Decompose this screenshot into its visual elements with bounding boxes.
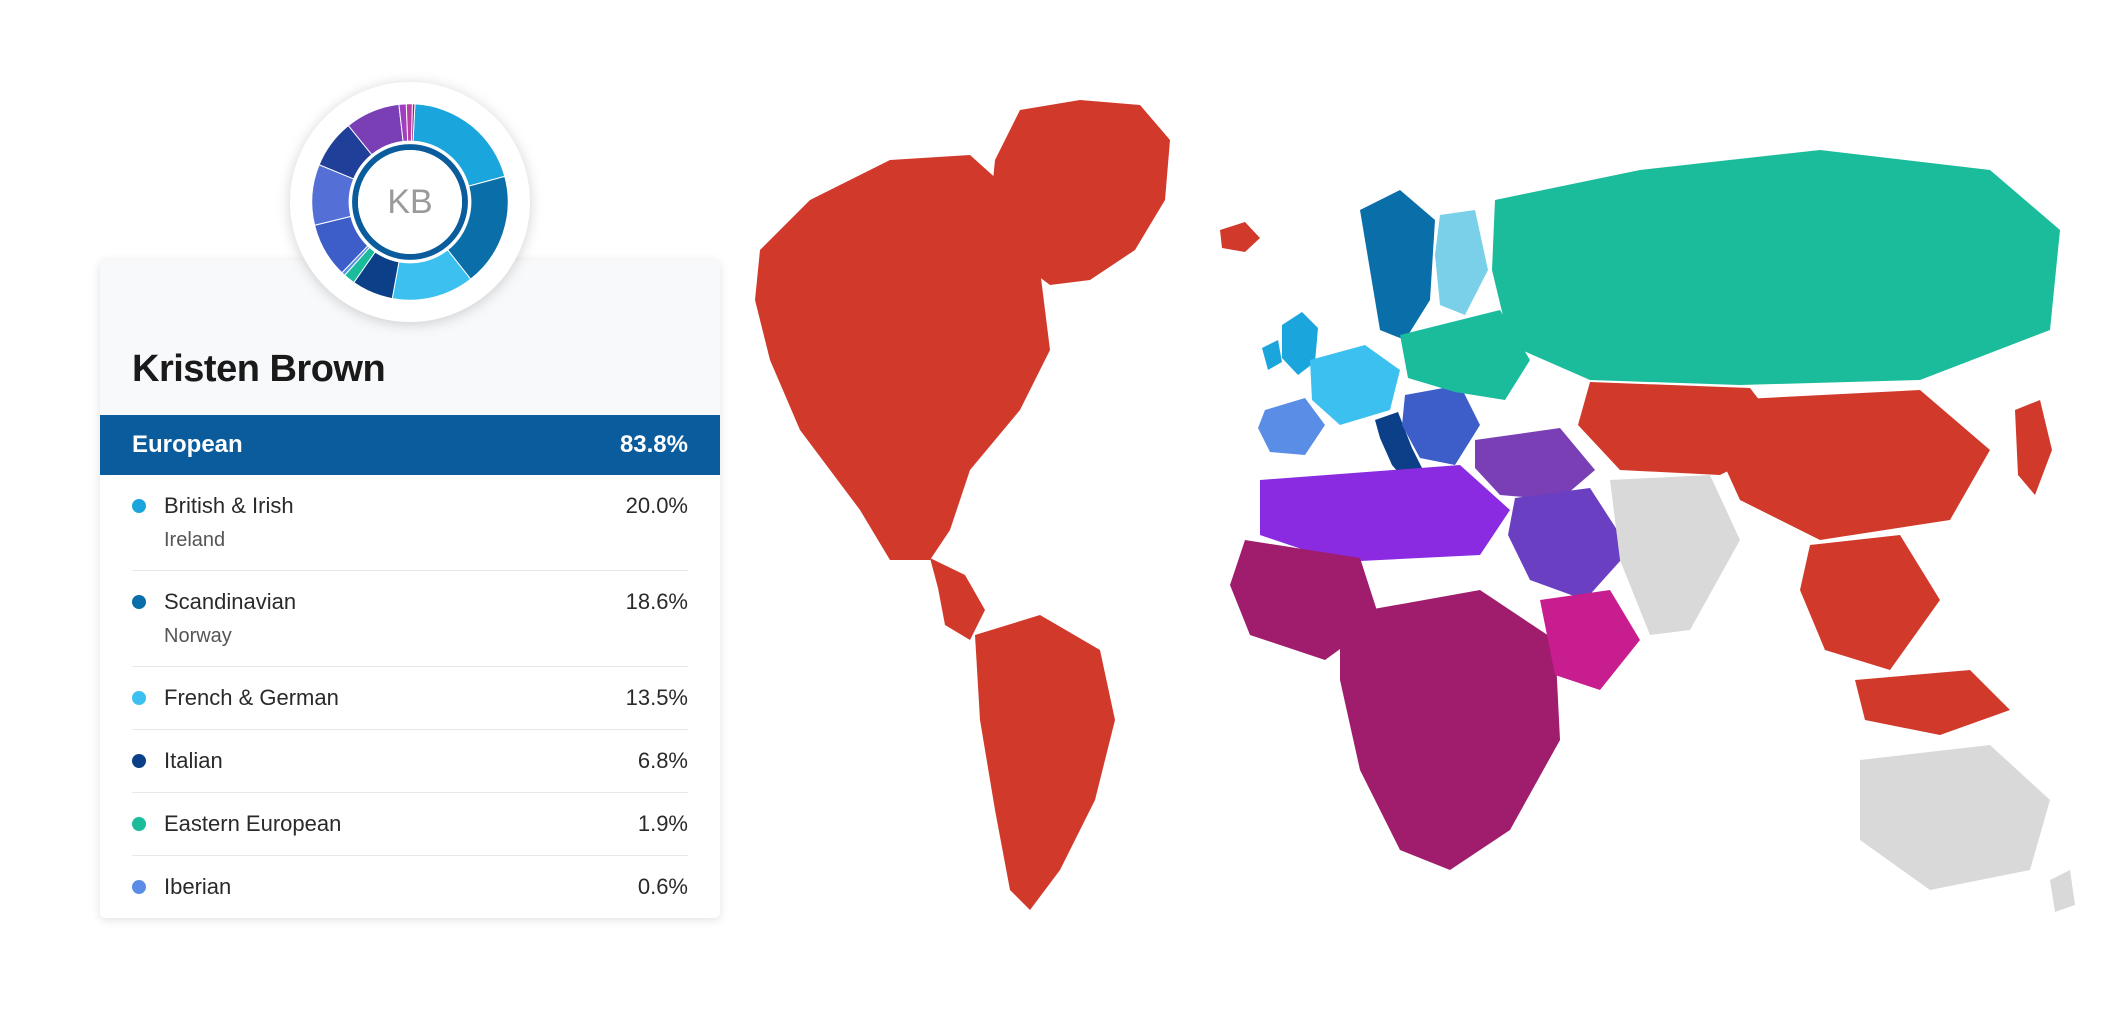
ancestry-color-dot: [132, 817, 146, 831]
ancestry-color-dot: [132, 754, 146, 768]
map-region-middle_east[interactable]: [1475, 428, 1595, 500]
map-region-australia[interactable]: [1860, 745, 2050, 890]
ancestry-percent: 0.6%: [638, 874, 688, 900]
map-region-north_africa[interactable]: [1260, 465, 1510, 562]
ancestry-percent: 1.9%: [638, 811, 688, 837]
ancestry-label: French & German: [164, 685, 626, 711]
map-region-south_america[interactable]: [975, 615, 1115, 910]
ancestry-percent: 13.5%: [626, 685, 688, 711]
ancestry-row: Scandinavian18.6%: [132, 589, 688, 615]
ancestry-item[interactable]: Italian6.8%: [132, 730, 688, 793]
ancestry-panel: Kristen Brown European 83.8% British & I…: [100, 260, 720, 918]
ancestry-label: Eastern European: [164, 811, 638, 837]
ancestry-label: Scandinavian: [164, 589, 626, 615]
ancestry-donut: KB: [290, 82, 530, 322]
ancestry-item[interactable]: Scandinavian18.6% Norway: [132, 571, 688, 667]
map-region-iberia[interactable]: [1258, 398, 1325, 455]
ancestry-sublabel: Ireland: [164, 529, 688, 552]
ancestry-item[interactable]: French & German13.5%: [132, 667, 688, 730]
map-region-east_africa[interactable]: [1540, 590, 1640, 690]
ancestry-item[interactable]: Eastern European1.9%: [132, 793, 688, 856]
ancestry-row: Eastern European1.9%: [132, 811, 688, 837]
ancestry-color-dot: [132, 499, 146, 513]
map-region-china[interactable]: [1715, 390, 1990, 540]
map-region-south_asia[interactable]: [1610, 475, 1740, 635]
map-region-southeast_asia[interactable]: [1800, 535, 1940, 670]
map-region-france_germany[interactable]: [1310, 345, 1400, 425]
map-region-arabia[interactable]: [1508, 488, 1630, 600]
avatar-initials: KB: [358, 150, 462, 254]
map-region-iceland[interactable]: [1220, 222, 1260, 252]
ancestry-item[interactable]: British & Irish20.0% Ireland: [132, 475, 688, 571]
ancestry-color-dot: [132, 691, 146, 705]
region-label: European: [132, 431, 243, 459]
ancestry-row: British & Irish20.0%: [132, 493, 688, 519]
ancestry-label: British & Irish: [164, 493, 626, 519]
map-region-new_zealand[interactable]: [2050, 870, 2075, 912]
map-region-british_isles[interactable]: [1262, 340, 1282, 370]
ancestry-percent: 18.6%: [626, 589, 688, 615]
ancestry-row: Iberian0.6%: [132, 874, 688, 900]
ancestry-row: Italian6.8%: [132, 748, 688, 774]
ancestry-percent: 20.0%: [626, 493, 688, 519]
region-percent: 83.8%: [620, 431, 688, 459]
ancestry-sublabel: Norway: [164, 625, 688, 648]
region-summary-row[interactable]: European 83.8%: [100, 415, 720, 475]
ancestry-row: French & German13.5%: [132, 685, 688, 711]
ancestry-color-dot: [132, 595, 146, 609]
ancestry-label: Iberian: [164, 874, 638, 900]
world-map-svg: [740, 80, 2080, 940]
world-map: [740, 80, 2080, 940]
map-region-scandinavia[interactable]: [1360, 190, 1435, 340]
map-region-north_america[interactable]: [755, 155, 1050, 560]
map-region-russia[interactable]: [1492, 150, 2060, 385]
ancestry-list: British & Irish20.0%IrelandScandinavian1…: [100, 475, 720, 918]
ancestry-color-dot: [132, 880, 146, 894]
ancestry-item[interactable]: Iberian0.6%: [132, 856, 688, 918]
map-region-finland[interactable]: [1435, 210, 1488, 315]
map-region-sub_saharan_africa[interactable]: [1340, 590, 1560, 870]
ancestry-percent: 6.8%: [638, 748, 688, 774]
map-region-southeast_asia[interactable]: [1855, 670, 2010, 735]
ancestry-label: Italian: [164, 748, 638, 774]
map-region-north_america[interactable]: [930, 558, 985, 640]
user-name: Kristen Brown: [132, 348, 688, 391]
map-region-japan[interactable]: [2015, 400, 2052, 495]
